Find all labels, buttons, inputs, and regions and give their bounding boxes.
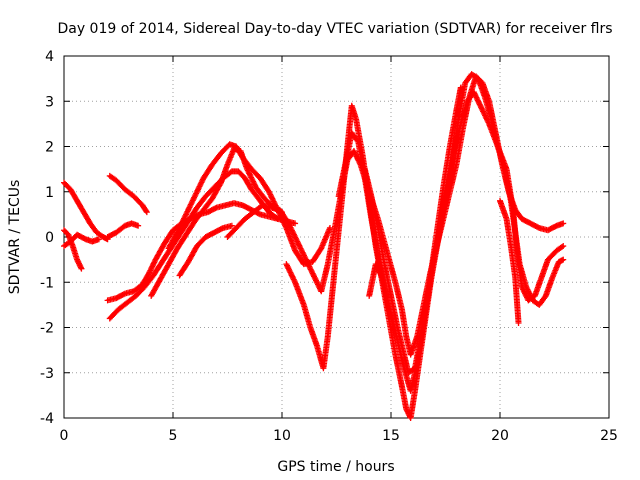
x-tick-label: 5: [169, 428, 178, 444]
x-axis: 0 5 10 15 20 25: [60, 56, 618, 444]
data-point: [558, 243, 565, 250]
y-tick-label: -2: [40, 321, 54, 337]
data-point: [457, 84, 464, 91]
data-point: [273, 214, 280, 221]
data-point: [560, 220, 567, 227]
y-tick-label: 4: [45, 49, 54, 65]
y-tick-label: 1: [45, 185, 54, 201]
chart-title: Day 019 of 2014, Sidereal Day-to-day VTE…: [57, 21, 612, 37]
data-point: [143, 209, 150, 216]
data-point: [143, 207, 150, 214]
y-tick-label: -1: [40, 275, 54, 291]
data-point: [560, 243, 567, 250]
x-tick-label: 25: [600, 428, 618, 444]
x-tick-label: 15: [382, 428, 400, 444]
y-tick-label: 3: [45, 94, 54, 110]
x-tick-label: 0: [60, 428, 69, 444]
series-track-p: [497, 197, 522, 326]
data-point: [560, 256, 567, 263]
y-axis-label: SDTVAR / TECUs: [7, 180, 23, 295]
x-tick-label: 10: [273, 428, 291, 444]
data-points: [61, 71, 567, 421]
series-track-l: [283, 71, 567, 421]
y-tick-label: -4: [40, 411, 54, 427]
data-point: [515, 319, 522, 326]
series-track-c: [61, 231, 102, 250]
data-point: [392, 329, 399, 336]
series-track-j: [176, 222, 235, 279]
y-tick-label: 2: [45, 140, 54, 156]
data-point: [135, 222, 142, 229]
data-point: [95, 236, 102, 243]
series-track-i: [165, 141, 333, 268]
y-tick-label: 0: [45, 230, 54, 246]
x-axis-label: GPS time / hours: [277, 459, 394, 475]
data-point: [274, 215, 281, 222]
data-point: [217, 181, 224, 188]
data-point: [78, 265, 85, 272]
x-tick-label: 20: [491, 428, 509, 444]
series-track-e: [104, 220, 142, 240]
series-track-h: [148, 145, 285, 299]
series-track-n: [361, 89, 567, 376]
y-axis: -4 -3 -2 -1 0 1 2 3 4: [40, 49, 609, 427]
y-tick-label: -3: [40, 366, 54, 382]
series-track-o: [366, 261, 399, 336]
data-point: [354, 137, 361, 144]
series-track-d: [106, 172, 150, 216]
data-point: [228, 222, 235, 229]
data-point: [292, 220, 299, 227]
